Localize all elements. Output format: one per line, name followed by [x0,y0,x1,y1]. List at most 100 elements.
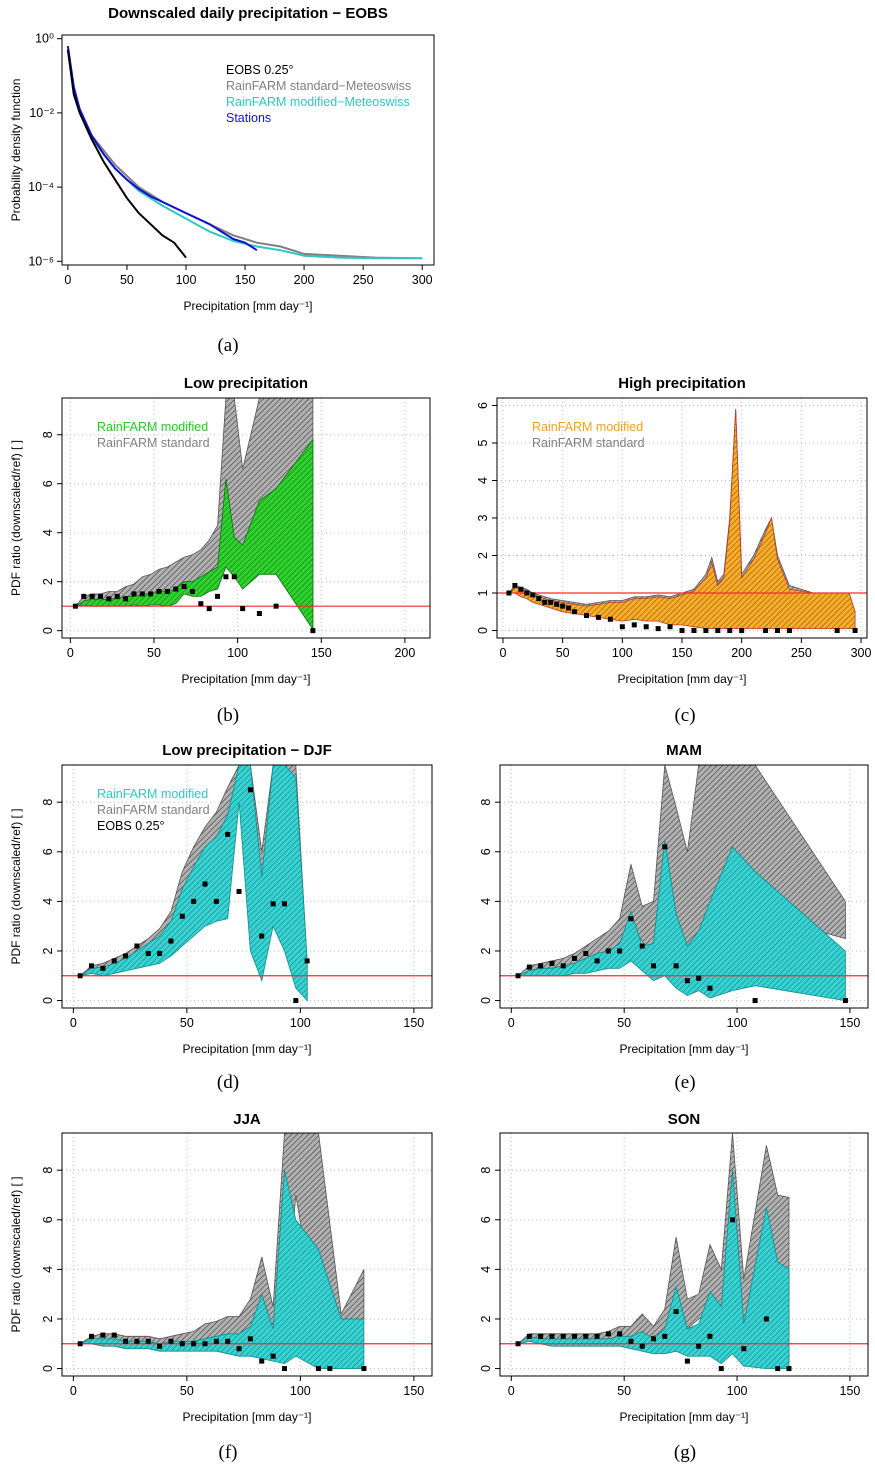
data-point [662,1333,668,1339]
x-tick-label: 50 [180,1384,194,1398]
data-point [189,588,195,594]
data-point [515,1341,521,1347]
data-point [134,943,140,949]
panel-label-d: (d) [216,1072,240,1093]
legend: EOBS 0.25° RainFARM standard−Meteoswiss Ra… [226,63,411,125]
y-tick-label: 0 [41,627,55,634]
data-point [518,586,524,592]
data-point [549,1333,555,1339]
data-point [327,1366,333,1372]
data-point [715,628,721,633]
y-tick-label: 2 [41,578,55,585]
data-point [524,590,530,596]
data-point [77,973,83,979]
x-tick-label: 0 [64,273,71,287]
data-point [655,626,661,632]
data-point [639,1343,645,1349]
data-point [202,1341,208,1347]
plot-area [62,1133,432,1372]
data-point [718,1366,724,1372]
data-point [526,964,532,970]
x-tick-label: 200 [394,646,415,660]
x-tick-label: 150 [840,1384,861,1398]
x-tick-label: 150 [235,273,256,287]
chart-title: SON [668,1111,701,1128]
data-point [515,973,521,979]
x-tick-label: 50 [617,1016,631,1030]
data-point [123,596,129,602]
data-point [231,574,237,580]
x-tick-label: 300 [851,646,872,660]
data-point [786,628,792,633]
y-tick-label: 2 [479,1315,493,1322]
data-point [131,591,137,597]
data-point [628,916,634,922]
data-point [605,1331,611,1337]
data-point [81,593,87,599]
y-tick-label: 6 [41,848,55,855]
data-point [256,611,262,617]
data-point [100,1332,106,1338]
x-tick-label: 150 [403,1016,424,1030]
plot-area [62,398,430,634]
data-point [123,953,129,959]
data-point [774,628,780,633]
y-tick-label: 0 [41,1365,55,1372]
data-point [293,998,299,1004]
data-point [89,1333,95,1339]
panel-label-c: (c) [674,705,696,726]
band-hatch [507,409,856,629]
data-point [223,574,229,580]
x-tick-label: 150 [311,646,332,660]
data-point [89,963,95,969]
data-point [123,1338,129,1344]
data-point [560,963,566,969]
legend-entry: RainFARM standard−Meteoswiss [226,79,411,93]
x-axis-label: Precipitation [mm day⁻¹] [619,1042,748,1056]
data-point [730,1217,736,1223]
data-point [667,624,673,630]
data-point [703,628,709,633]
x-tick-label: 0 [508,1016,515,1030]
data-point [834,628,840,633]
data-point [566,605,572,611]
plot-frame [61,1132,433,1377]
x-tick-label: 150 [403,1384,424,1398]
data-point [236,1346,242,1352]
legend-entry: RainFARM standard [532,436,645,450]
data-point [763,1316,769,1322]
data-point [281,901,287,907]
data-point [583,950,589,956]
x-axis-label: Precipitation [mm day⁻¹] [182,1410,311,1424]
data-point [691,628,697,633]
data-point [236,888,242,894]
data-point [361,1366,367,1372]
data-point [560,1333,566,1339]
data-point [145,950,151,956]
legend: RainFARM modified RainFARM standard [97,420,210,450]
x-tick-label: 150 [840,1016,861,1030]
data-point [594,958,600,964]
data-point [530,592,536,598]
data-point [139,591,145,597]
x-axis-label: Precipitation [mm day⁻¹] [183,299,312,313]
data-point [111,1332,117,1338]
data-point [639,943,645,949]
y-tick-label: 6 [479,848,493,855]
data-point [631,622,637,628]
data-point [739,628,745,633]
y-tick-label: 10⁰ [35,32,54,46]
chart-b: Low precipitation 0 50 100 150 200 Precipitati… [9,375,431,686]
y-tick-label: 8 [479,1167,493,1174]
x-tick-label: 300 [412,273,433,287]
data-point [607,616,613,622]
data-point [583,1333,589,1339]
data-point [281,1366,287,1372]
data-point [707,1333,713,1339]
legend: RainFARM modified RainFARM standard [532,420,645,450]
y-tick-label: 0 [479,997,493,1004]
x-tick-label: 100 [727,1016,748,1030]
y-tick-label: 10⁻⁶ [28,254,54,268]
